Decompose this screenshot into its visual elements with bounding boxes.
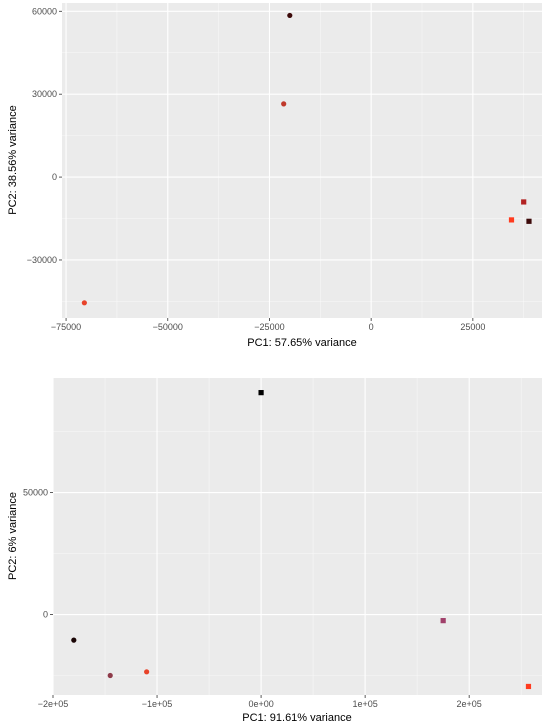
- data-point: [71, 637, 77, 643]
- x-tick-label: −25000: [254, 322, 284, 332]
- grid-lines: [52, 378, 542, 695]
- x-tick-label: −75000: [51, 322, 81, 332]
- data-point: [526, 218, 532, 224]
- y-tick-label: 60000: [32, 6, 57, 16]
- y-tick-labels: 0 50000: [23, 488, 53, 620]
- x-axis-title: PC1: 91.61% variance: [242, 712, 351, 724]
- data-point: [144, 669, 150, 675]
- x-tick-labels: −2e+05 −1e+05 0e+00 1e+05 2e+05: [38, 695, 482, 709]
- y-axis-title: PC2: 38.56% variance: [7, 105, 19, 214]
- data-points: [81, 12, 532, 306]
- data-point: [525, 683, 532, 690]
- y-tick-labels: −30000 0 30000 60000: [27, 6, 62, 265]
- data-point: [508, 217, 515, 223]
- y-tick-label: 0: [52, 172, 57, 182]
- grid-lines: [62, 3, 542, 318]
- x-tick-label: 1e+05: [352, 699, 377, 709]
- x-tick-label: 0e+00: [248, 699, 273, 709]
- x-tick-labels: −75000 −50000 −25000 0 25000: [51, 318, 485, 332]
- chart-pc1-pc2-top: −75000 −50000 −25000 0 25000 −30000 0 30000 600…: [7, 3, 542, 349]
- chart-pc1-pc2-bottom: −2e+05 −1e+05 0e+00 1e+05 2e+05 0 50000 PC1: …: [7, 378, 542, 724]
- x-tick-label: −2e+05: [38, 699, 69, 709]
- data-point: [281, 101, 287, 107]
- plot-panel: [62, 3, 542, 318]
- data-point: [107, 672, 113, 679]
- x-axis-title: PC1: 57.65% variance: [247, 337, 356, 349]
- data-point: [521, 199, 527, 205]
- data-point: [287, 12, 293, 19]
- y-tick-label: 30000: [32, 89, 57, 99]
- y-axis-title: PC2: 6% variance: [7, 492, 19, 580]
- y-tick-label: 50000: [23, 488, 48, 498]
- data-point: [440, 618, 446, 624]
- x-tick-label: −1e+05: [142, 699, 173, 709]
- data-point: [81, 300, 87, 306]
- x-tick-label: 25000: [460, 322, 485, 332]
- x-tick-label: 0: [369, 322, 374, 332]
- x-tick-label: −50000: [153, 322, 183, 332]
- data-points: [71, 390, 532, 690]
- plot-panel: [53, 378, 542, 695]
- y-tick-label: −30000: [27, 255, 57, 265]
- x-tick-label: 2e+05: [457, 699, 482, 709]
- data-point: [258, 390, 264, 396]
- y-tick-label: 0: [43, 610, 48, 620]
